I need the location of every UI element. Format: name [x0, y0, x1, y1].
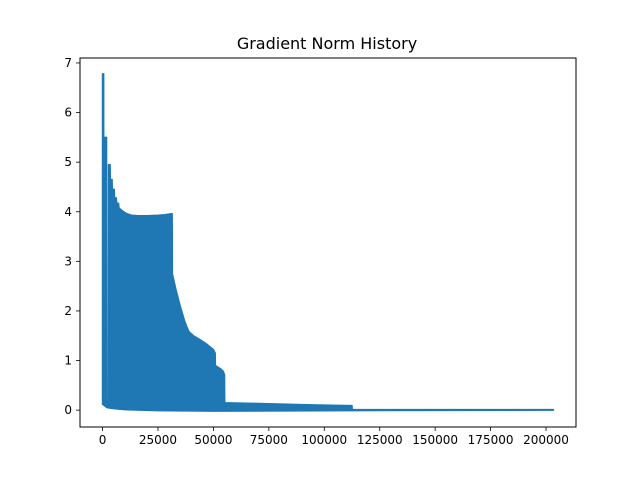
x-tick-label: 50000 — [194, 433, 232, 447]
x-tick-label: 150000 — [412, 433, 458, 447]
y-tick-label: 7 — [64, 56, 72, 70]
y-tick-label: 6 — [64, 106, 72, 120]
y-axis: 0 1 2 3 4 5 6 7 — [64, 56, 80, 417]
x-tick-label: 125000 — [357, 433, 403, 447]
x-tick-label: 100000 — [301, 433, 347, 447]
x-tick-label: 0 — [99, 433, 107, 447]
chart-title: Gradient Norm History — [237, 34, 417, 53]
y-tick-label: 3 — [64, 254, 72, 268]
x-tick-label: 175000 — [468, 433, 514, 447]
x-tick-label: 75000 — [250, 433, 288, 447]
y-tick-label: 5 — [64, 155, 72, 169]
y-tick-label: 2 — [64, 304, 72, 318]
x-axis: 0 25000 50000 75000 100000 125000 150000 175000… — [99, 427, 569, 447]
y-tick-label: 4 — [64, 205, 72, 219]
series-line-0 — [101, 73, 555, 412]
plot-frame — [79, 57, 577, 428]
y-tick-label: 1 — [64, 354, 72, 368]
x-tick-label: 200000 — [523, 433, 569, 447]
plot-area — [101, 73, 555, 412]
x-tick-label: 25000 — [139, 433, 177, 447]
y-tick-label: 0 — [64, 403, 72, 417]
